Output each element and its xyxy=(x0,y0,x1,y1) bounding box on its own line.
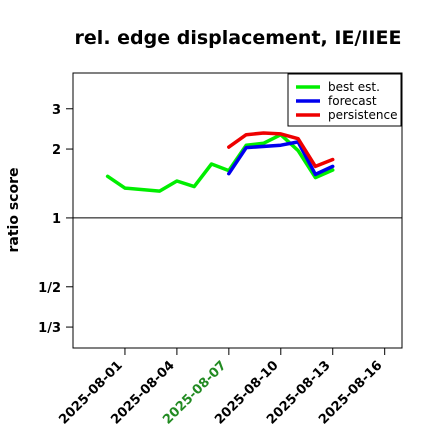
y-axis-label: ratio score xyxy=(6,168,22,253)
x-axis: 2025-08-012025-08-042025-08-072025-08-10… xyxy=(56,348,386,428)
y-tick-label: 1 xyxy=(52,212,61,227)
chart-title: rel. edge displacement, IE/IIEE xyxy=(75,27,402,49)
y-tick-label: 1/2 xyxy=(38,281,61,296)
legend-entry-label: forecast xyxy=(328,94,377,108)
y-axis: 3 2 1 1/2 1/3 xyxy=(38,103,73,336)
legend-entry-label: persistence xyxy=(328,108,397,122)
y-tick-label: 2 xyxy=(52,143,61,158)
series-line-persistence xyxy=(227,131,335,169)
plot-frame xyxy=(72,72,403,349)
series-line-forecast xyxy=(227,140,335,177)
legend-entry-label: best est. xyxy=(328,80,380,94)
y-tick-label: 1/3 xyxy=(38,321,61,336)
y-tick-label: 3 xyxy=(52,103,61,118)
series-layer xyxy=(105,131,335,193)
